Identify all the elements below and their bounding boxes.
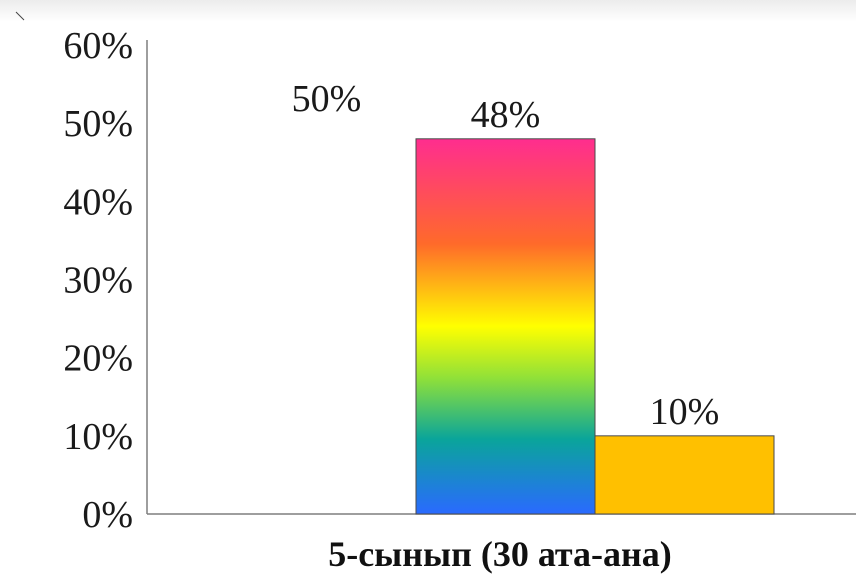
y-tick-label: 60% [63, 25, 133, 67]
bar-series-3 [594, 435, 775, 515]
data-label-series-1: 50% [292, 78, 362, 120]
bar-series-2 [415, 138, 596, 515]
y-tick-label: 40% [63, 181, 133, 223]
y-tick-label: 10% [63, 416, 133, 458]
y-tick-label: 30% [63, 260, 133, 302]
x-axis-title: 5-сынып (30 ата-ана) [328, 534, 672, 574]
data-label-series-2: 48% [471, 94, 541, 136]
y-tick-labels: 0% 10% 20% 30% 40% 50% 60% [63, 25, 133, 536]
y-tick-label: 20% [63, 338, 133, 380]
data-label-series-3: 10% [650, 391, 720, 433]
bars [415, 138, 775, 515]
corner-mark [15, 11, 25, 21]
y-tick-label: 50% [63, 103, 133, 145]
data-labels: 50% 48% 10% [292, 78, 720, 433]
y-tick-label: 0% [82, 494, 133, 536]
